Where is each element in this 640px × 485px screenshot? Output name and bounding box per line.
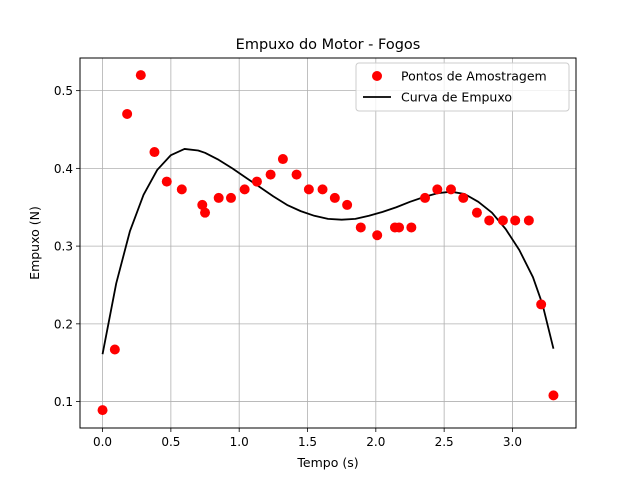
sample-point (197, 199, 208, 210)
legend-box (355, 62, 570, 112)
legend-marker-scatter (372, 71, 382, 81)
y-tick-label: 0.4 (54, 162, 73, 176)
y-tick-label: 0.1 (54, 395, 73, 409)
sample-point (225, 192, 236, 203)
y-tick-label: 0.5 (54, 84, 73, 98)
x-tick-label: 0.0 (93, 435, 112, 449)
sample-point (251, 176, 262, 187)
sample-point (213, 192, 224, 203)
x-tick-label: 1.0 (230, 435, 249, 449)
sample-point (97, 405, 108, 416)
sample-point (277, 154, 288, 165)
x-axis-ticks: 0.0 0.5 1.0 1.5 2.0 2.5 3.0 (93, 428, 522, 449)
sample-point (239, 184, 250, 195)
y-tick-label: 0.2 (54, 317, 73, 331)
x-tick-label: 1.5 (298, 435, 317, 449)
sample-point (291, 169, 302, 180)
sample-point (548, 390, 559, 401)
legend-label-scatter: Pontos de Amostragem (401, 69, 547, 84)
line-series-layer (101, 148, 555, 355)
sample-point (176, 184, 187, 195)
sample-point (510, 215, 521, 226)
sample-point (355, 222, 366, 233)
sample-point (372, 230, 383, 241)
y-tick-label: 0.3 (54, 240, 73, 254)
sample-point (161, 176, 172, 187)
sample-point (471, 207, 482, 218)
sample-point (265, 169, 276, 180)
sample-point (200, 207, 211, 218)
sample-point (122, 108, 133, 119)
sample-point (394, 222, 405, 233)
sample-point (317, 184, 328, 195)
chart-title: Empuxo do Motor - Fogos (236, 37, 421, 53)
plot-area (80, 58, 576, 428)
x-tick-label: 2.5 (435, 435, 454, 449)
sample-point (484, 215, 495, 226)
x-tick-label: 3.0 (503, 435, 522, 449)
plot-frame (79, 57, 577, 429)
sample-point (458, 192, 469, 203)
y-axis-label: Empuxo (N) (27, 206, 42, 280)
sample-point (303, 184, 314, 195)
sample-point (432, 184, 443, 195)
grid-lines (80, 58, 576, 428)
sample-point (523, 215, 534, 226)
sample-point (329, 192, 340, 203)
sample-point (135, 70, 146, 81)
x-axis-label: Tempo (s) (296, 455, 358, 470)
sample-point (536, 299, 547, 310)
sample-point (342, 199, 353, 210)
x-tick-label: 2.0 (366, 435, 385, 449)
legend-label-line: Curva de Empuxo (401, 90, 512, 105)
sample-point (149, 147, 160, 158)
sample-point (445, 184, 456, 195)
sample-point (497, 215, 508, 226)
scatter-series-layer (97, 70, 559, 416)
sample-point (420, 192, 431, 203)
thrust-curve-line (101, 148, 555, 355)
legend: Pontos de Amostragem Curva de Empuxo (355, 62, 570, 112)
sample-point (109, 344, 120, 355)
y-axis-ticks: 0.1 0.2 0.3 0.4 0.5 (54, 84, 80, 409)
x-tick-label: 0.5 (161, 435, 180, 449)
sample-point (406, 222, 417, 233)
